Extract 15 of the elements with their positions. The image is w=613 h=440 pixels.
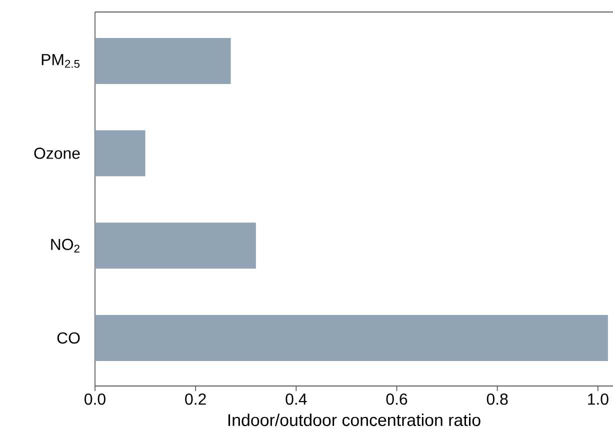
x-axis-title: Indoor/outdoor concentration ratio — [228, 414, 480, 426]
x-tick-label: 0.4 — [286, 394, 307, 405]
x-tick-label: 0.8 — [486, 394, 508, 405]
x-tick-label: 0.0 — [84, 394, 106, 405]
bar — [95, 38, 231, 84]
x-tick-label: 0.2 — [185, 394, 206, 405]
bar — [95, 130, 146, 176]
x-tick-label: 1.0 — [588, 394, 608, 405]
y-tick-label: NO$_{2}$ — [51, 238, 80, 252]
bar — [95, 222, 256, 269]
x-tick-label: 0.6 — [386, 394, 408, 405]
y-tick-label: CO — [57, 332, 80, 344]
y-tick-label: PM$_{2.5}$ — [42, 54, 80, 68]
bar — [95, 314, 608, 361]
y-tick-label: Ozone — [34, 148, 80, 159]
